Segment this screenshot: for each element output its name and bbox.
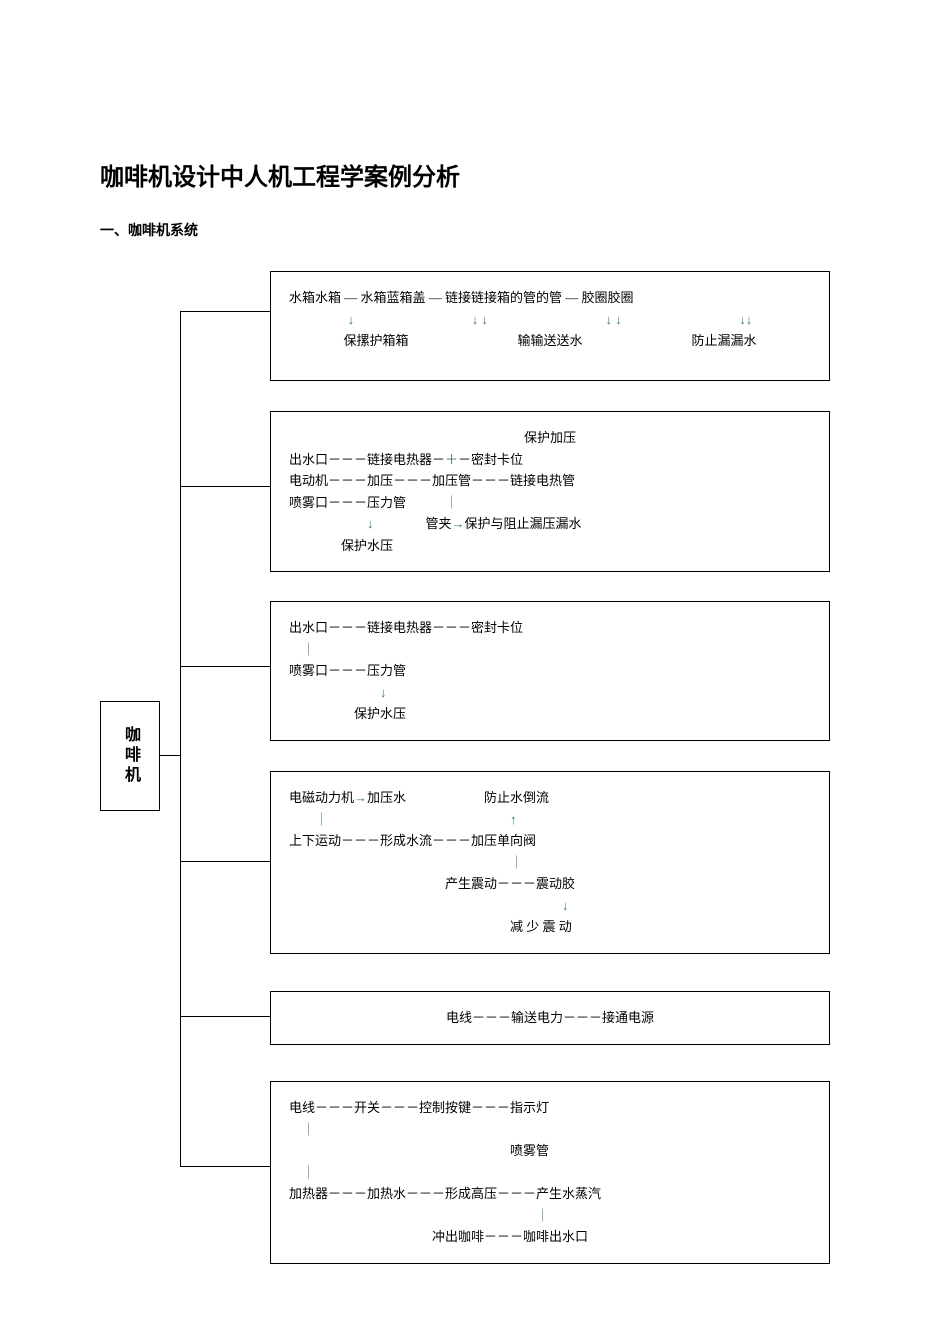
diagram-text-line: 电线－－－开关－－－控制按键－－－指示灯 — [289, 1098, 811, 1118]
diagram-text-line: ｜ — [289, 853, 811, 873]
diagram-text-line: 产生震动－－－震动胶 — [289, 874, 811, 894]
section-heading: 一、咖啡机系统 — [100, 220, 845, 241]
diagram-text-line: 水箱水箱 — 水箱蓝箱盖 — 链接链接箱的管的管 — 胶圈胶圈 — [289, 288, 811, 308]
branch-box-5: 电线－－－输送电力－－－接通电源 — [270, 991, 830, 1045]
diagram-text-line: 喷雾口－－－压力管 ｜ — [289, 493, 811, 513]
diagram-text-line: 电线－－－输送电力－－－接通电源 — [289, 1008, 811, 1028]
branch-connector — [180, 1016, 270, 1017]
diagram-text-line: 保护加压 — [289, 428, 811, 448]
branch-box-6: 电线－－－开关－－－控制按键－－－指示灯 ｜ 喷雾管 ｜加热器－－－加热水－－－… — [270, 1081, 830, 1264]
diagram-text-line: ｜ ↑ — [289, 810, 811, 830]
branch-box-2: 保护加压出水口－－－链接电热器－＋－密封卡位电动机－－－加压－－－加压管－－－链… — [270, 411, 830, 572]
diagram-text-line: 出水口－－－链接电热器－－－密封卡位 — [289, 618, 811, 638]
diagram-text-line: 电动机－－－加压－－－加压管－－－链接电热管 — [289, 471, 811, 491]
branch-connector — [180, 1166, 270, 1167]
root-label: 咖啡机 — [118, 726, 142, 786]
root-node: 咖啡机 — [100, 701, 160, 811]
branch-connector — [180, 311, 270, 312]
branch-connector — [180, 486, 270, 487]
page-title: 咖啡机设计中人机工程学案例分析 — [100, 160, 845, 196]
branch-box-1: 水箱水箱 — 水箱蓝箱盖 — 链接链接箱的管的管 — 胶圈胶圈↓↓ ↓↓ ↓↓↓… — [270, 271, 830, 381]
diagram-text-line: 喷雾口－－－压力管 — [289, 661, 811, 681]
branch-box-3: 出水口－－－链接电热器－－－密封卡位 ｜喷雾口－－－压力管 ↓ 保护水压 — [270, 601, 830, 741]
diagram-text-line: 保护水压 — [289, 704, 811, 724]
diagram-text-line: 上下运动－－－形成水流－－－加压单向阀 — [289, 831, 811, 851]
diagram-text-line: 出水口－－－链接电热器－＋－密封卡位 — [289, 450, 811, 470]
diagram-text-line: 加热器－－－加热水－－－形成高压－－－产生水蒸汽 — [289, 1184, 811, 1204]
diagram-text-line: ｜ — [289, 1206, 811, 1226]
diagram-text-line: ↓ — [289, 683, 811, 703]
branch-connector — [180, 666, 270, 667]
diagram-text-line: 保护水压 — [289, 536, 811, 556]
diagram-text-line: 冲出咖啡－－－咖啡出水口 — [289, 1227, 811, 1247]
branch-connector — [180, 861, 270, 862]
branch-box-4: 电磁动力机→加压水 防止水倒流 ｜ ↑上下运动－－－形成水流－－－加压单向阀 ｜… — [270, 771, 830, 954]
diagram-text-line: 减 少 震 动 — [289, 917, 811, 937]
diagram-text-line: ↓ — [289, 896, 811, 916]
diagram-text-line: ｜ — [289, 640, 811, 660]
diagram-text-line: 喷雾管 — [289, 1141, 811, 1161]
diagram-text-line: 保摞护箱箱输输送送水防止漏漏水 — [289, 331, 811, 351]
root-connector — [160, 755, 180, 756]
diagram-text-line: 电磁动力机→加压水 防止水倒流 — [289, 788, 811, 808]
diagram-text-line: ｜ — [289, 1120, 811, 1140]
diagram-text-line: ｜ — [289, 1163, 811, 1183]
diagram-text-line: ↓↓ ↓↓ ↓↓↓ — [289, 310, 811, 330]
system-diagram: 咖啡机 水箱水箱 — 水箱蓝箱盖 — 链接链接箱的管的管 — 胶圈胶圈↓↓ ↓↓… — [100, 271, 845, 1271]
diagram-text-line: ↓ 管夹→保护与阻止漏压漏水 — [289, 514, 811, 534]
trunk-line — [180, 311, 181, 1166]
